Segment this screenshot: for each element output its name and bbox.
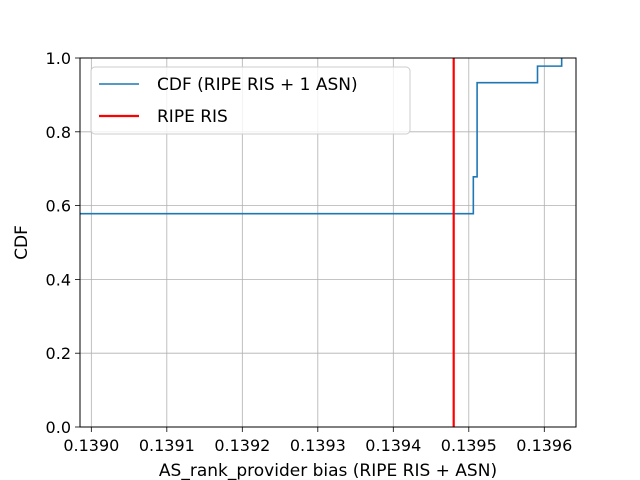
x-tick-label: 0.1395 <box>441 436 497 455</box>
y-axis-ticks: 0.0 0.2 0.4 0.6 0.8 1.0 <box>46 49 80 437</box>
y-tick-label: 0.0 <box>46 418 71 437</box>
x-axis-ticks: 0.1390 0.1391 0.1392 0.1393 0.1394 0.1395 0.13… <box>63 427 572 455</box>
x-tick-label: 0.1396 <box>516 436 572 455</box>
y-tick-label: 0.8 <box>46 123 71 142</box>
x-axis-label: AS_rank_provider bias (RIPE RIS + ASN) <box>159 461 497 480</box>
legend-label: CDF (RIPE RIS + 1 ASN) <box>157 75 358 95</box>
y-tick-label: 0.4 <box>46 270 71 289</box>
x-tick-label: 0.1391 <box>139 436 195 455</box>
legend: CDF (RIPE RIS + 1 ASN) RIPE RIS <box>90 66 411 135</box>
series-group <box>80 58 563 427</box>
x-tick-label: 0.1394 <box>365 436 421 455</box>
x-tick-label: 0.1390 <box>63 436 119 455</box>
y-tick-label: 0.6 <box>46 197 71 216</box>
y-tick-label: 0.2 <box>46 344 71 363</box>
y-tick-label: 1.0 <box>46 49 71 68</box>
legend-label: RIPE RIS <box>157 107 228 127</box>
y-axis-label: CDF <box>12 225 32 260</box>
legend-box <box>90 66 411 135</box>
axes-frame <box>79 57 577 428</box>
x-tick-label: 0.1393 <box>290 436 346 455</box>
cdf-step-line <box>80 58 563 215</box>
x-tick-label: 0.1392 <box>214 436 270 455</box>
